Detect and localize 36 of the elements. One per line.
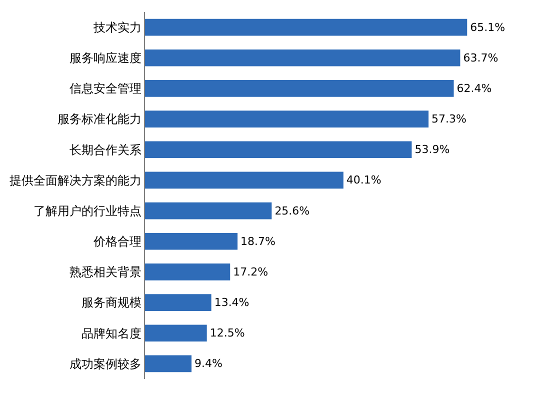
data-label: 12.5% [210,326,245,340]
y-tick-label: 熟悉相关背景 [70,265,142,280]
y-tick-label: 信息安全管理 [70,82,142,96]
y-tick-label: 品牌知名度 [82,326,142,340]
bar [145,141,412,158]
bar [145,355,192,372]
data-label: 63.7% [463,51,498,64]
data-label: 40.1% [346,174,382,187]
y-tick-label: 服务响应速度 [70,51,142,66]
bar [145,202,272,220]
y-tick-label: 服务标准化能力 [58,112,142,126]
y-tick-label: 成功案例较多 [70,356,142,371]
bar [145,294,212,311]
y-tick-label: 技术实力 [92,20,142,34]
y-tick-label: 提供全面解决方案的能力 [10,173,142,188]
bar [145,232,238,250]
y-tick-label: 长期合作关系 [70,142,142,157]
y-tick-label: 价格合理 [92,234,142,249]
data-label: 18.7% [240,234,276,248]
y-tick-label: 了解用户的行业特点 [34,204,142,218]
bar [145,324,207,342]
y-tick-label: 服务商规模 [82,296,142,310]
bar [145,110,429,128]
bar [145,49,460,66]
bar [145,80,454,97]
data-label: 62.4% [456,82,492,95]
bar [145,264,230,280]
data-label: 17.2% [233,265,268,278]
data-label: 53.9% [414,143,450,156]
bar [145,172,344,189]
data-label: 65.1% [470,20,506,34]
data-label: 57.3% [432,112,466,126]
bar [145,18,468,36]
data-label: 9.4% [194,357,222,370]
data-label: 13.4% [214,296,250,310]
data-label: 25.6% [274,204,310,218]
